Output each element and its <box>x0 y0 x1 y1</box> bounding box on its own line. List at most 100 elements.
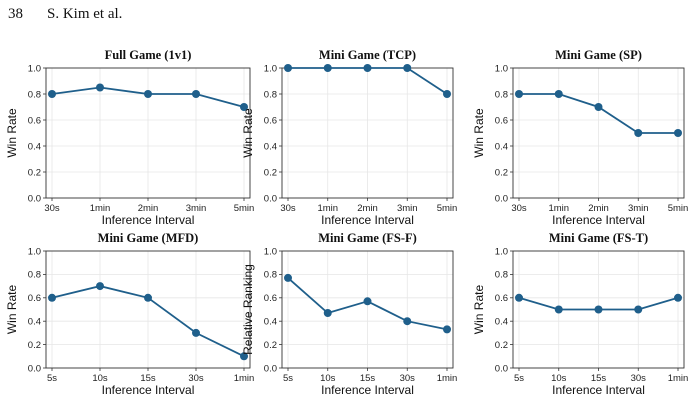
y-tick-label: 0.0 <box>264 193 277 204</box>
data-point <box>674 129 682 137</box>
y-axis-label: Relative Ranking <box>241 264 255 355</box>
y-tick-label: 0.2 <box>264 340 277 351</box>
x-tick-label: 15s <box>140 373 156 384</box>
chart-panel: 0.0 0.2 0.4 0.6 0.8 1.0 30s 1min 2min 3min 5min Min… <box>472 48 688 227</box>
y-tick-label: 0.4 <box>495 317 508 328</box>
x-tick-label: 2min <box>588 203 609 214</box>
x-axis-label: Inference Interval <box>102 213 195 227</box>
y-tick-label: 0.2 <box>28 340 41 351</box>
y-tick-label: 1.0 <box>264 246 277 257</box>
data-point <box>554 90 563 98</box>
x-tick-label: 30s <box>188 373 204 384</box>
x-axis-label: Inference Interval <box>552 383 645 397</box>
y-axis-label: Win Rate <box>472 108 486 158</box>
data-point <box>363 64 372 72</box>
y-tick-label: 0.4 <box>28 141 41 152</box>
y-axis-label: Win Rate <box>472 285 486 335</box>
x-tick-label: 1min <box>668 373 689 384</box>
x-tick-label: 3min <box>628 203 649 214</box>
chart-title: Full Game (1v1) <box>105 48 192 62</box>
x-axis-label: Inference Interval <box>552 213 645 227</box>
y-tick-label: 0.4 <box>28 317 41 328</box>
data-point <box>96 83 104 92</box>
y-tick-label: 1.0 <box>495 63 508 74</box>
data-point <box>443 325 451 334</box>
y-tick-label: 1.0 <box>264 63 277 74</box>
chart-title: Mini Game (FS-T) <box>549 231 648 245</box>
running-head: S. Kim et al. <box>47 6 123 22</box>
data-point <box>240 103 248 111</box>
chart-panel: 0.0 0.2 0.4 0.6 0.8 1.0 5s 10s 15s 30s 1min Mini Ga… <box>472 231 688 397</box>
data-point <box>594 103 603 111</box>
x-axis-label: Inference Interval <box>321 383 414 397</box>
x-tick-label: 2min <box>357 203 378 214</box>
data-point <box>515 293 523 302</box>
data-point <box>515 90 523 98</box>
x-tick-label: 1min <box>437 373 458 384</box>
data-point <box>594 305 603 314</box>
y-tick-label: 0.4 <box>264 317 277 328</box>
x-tick-label: 1min <box>90 203 111 214</box>
x-tick-label: 3min <box>186 203 207 214</box>
x-axis-label: Inference Interval <box>321 213 414 227</box>
y-tick-label: 0.8 <box>28 270 41 281</box>
x-tick-label: 30s <box>631 373 647 384</box>
x-tick-label: 5min <box>437 203 458 214</box>
data-point <box>403 64 412 72</box>
data-point <box>403 317 412 326</box>
y-tick-label: 0.0 <box>495 363 508 374</box>
x-tick-label: 1min <box>317 203 338 214</box>
data-point <box>284 273 292 282</box>
y-tick-label: 0.8 <box>28 89 41 100</box>
y-tick-label: 0.2 <box>264 167 277 178</box>
chart-title: Mini Game (MFD) <box>98 231 199 245</box>
x-tick-label: 2min <box>138 203 159 214</box>
data-point <box>240 352 248 361</box>
x-tick-label: 5s <box>283 373 293 384</box>
data-point <box>554 305 563 314</box>
chart-title: Mini Game (SP) <box>555 48 642 62</box>
y-tick-label: 0.0 <box>28 193 41 204</box>
chart-title: Mini Game (FS-F) <box>318 231 417 245</box>
x-tick-label: 5min <box>234 203 255 214</box>
y-tick-label: 0.8 <box>495 270 508 281</box>
y-tick-label: 0.0 <box>28 363 41 374</box>
data-point <box>192 328 200 337</box>
x-tick-label: 15s <box>591 373 607 384</box>
data-point <box>284 64 292 72</box>
y-tick-label: 1.0 <box>495 246 508 257</box>
y-tick-label: 0.8 <box>495 89 508 100</box>
x-tick-label: 30s <box>511 203 527 214</box>
y-tick-label: 0.2 <box>28 167 41 178</box>
y-tick-label: 0.4 <box>495 141 508 152</box>
y-tick-label: 0.6 <box>264 115 277 126</box>
x-tick-label: 10s <box>320 373 336 384</box>
y-tick-label: 0.6 <box>264 293 277 304</box>
y-tick-label: 0.0 <box>495 193 508 204</box>
x-tick-label: 3min <box>397 203 418 214</box>
y-tick-label: 0.6 <box>495 293 508 304</box>
x-tick-label: 1min <box>234 373 255 384</box>
data-point <box>192 90 200 98</box>
chart-title: Mini Game (TCP) <box>319 48 416 62</box>
data-point <box>363 297 372 306</box>
y-tick-label: 0.6 <box>28 115 41 126</box>
y-tick-label: 0.6 <box>28 293 41 304</box>
x-tick-label: 1min <box>548 203 569 214</box>
x-tick-label: 15s <box>360 373 376 384</box>
x-tick-label: 5min <box>668 203 689 214</box>
y-tick-label: 0.2 <box>495 340 508 351</box>
x-tick-label: 30s <box>400 373 416 384</box>
chart-panel: 0.0 0.2 0.4 0.6 0.8 1.0 5s 10s 15s 30s 1min Mini Ga… <box>241 231 457 397</box>
chart-panel: 0.0 0.2 0.4 0.6 0.8 1.0 5s 10s 15s 30s 1min Mini Ga… <box>5 231 254 397</box>
x-tick-label: 10s <box>92 373 108 384</box>
page-number: 38 <box>8 6 23 22</box>
y-tick-label: 1.0 <box>28 63 41 74</box>
data-point <box>48 90 56 98</box>
y-tick-label: 0.6 <box>495 115 508 126</box>
y-tick-label: 1.0 <box>28 246 41 257</box>
y-tick-label: 0.0 <box>264 363 277 374</box>
x-tick-label: 5s <box>514 373 524 384</box>
y-axis-label: Win Rate <box>5 108 19 158</box>
